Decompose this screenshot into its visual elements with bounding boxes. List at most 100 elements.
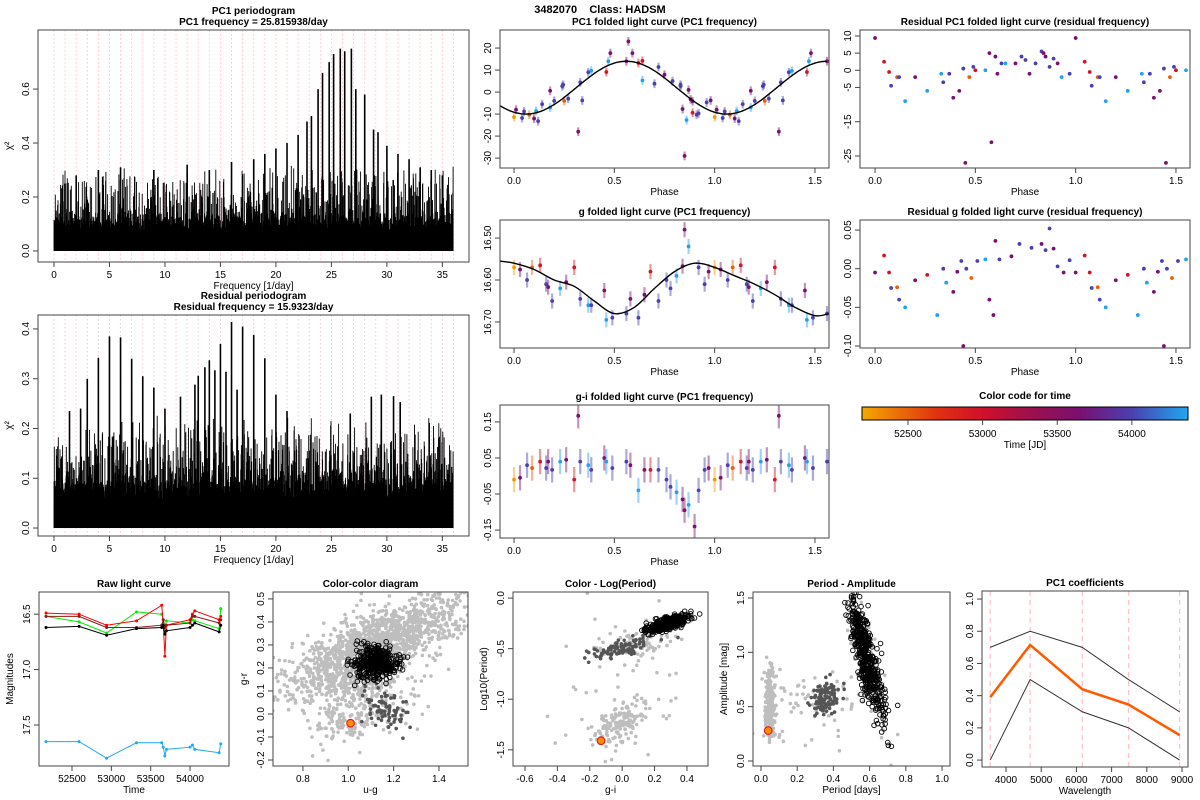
data-point (628, 296, 633, 301)
background-star-point (633, 741, 638, 745)
data-point (805, 70, 809, 74)
reference-star-point (377, 656, 383, 663)
background-star-point (305, 699, 310, 704)
panel-title: g-i folded light curve (PC1 frequency) (576, 392, 754, 403)
background-star-point (433, 611, 437, 616)
background-star-point (405, 622, 409, 626)
background-star-point (285, 689, 290, 694)
background-star-point (417, 629, 422, 634)
background-star-point (351, 698, 356, 703)
light-curve-point (190, 623, 194, 627)
target-star-marker (596, 736, 606, 746)
background-star-point (859, 600, 864, 605)
background-star-point (474, 612, 478, 616)
background-star-point (370, 632, 375, 637)
y-tick-label: 16.60 (483, 267, 494, 292)
background-star-point (439, 605, 444, 610)
background-star-point (318, 645, 323, 649)
background-star-point (427, 654, 432, 658)
background-star-point (398, 616, 403, 620)
x-tick-label: 0.0 (868, 176, 882, 187)
background-star-point (329, 689, 334, 693)
class-star-point (397, 718, 402, 722)
background-star-point (796, 703, 800, 708)
reference-star-point (688, 608, 694, 615)
background-star-point (413, 651, 418, 656)
reference-star-point (675, 618, 682, 624)
background-star-point (301, 696, 306, 701)
data-point (1041, 51, 1046, 56)
class-star-point (820, 687, 824, 692)
background-star-point (384, 625, 388, 630)
background-star-point (589, 737, 593, 742)
background-star-point (296, 665, 300, 670)
class-star-point (825, 682, 829, 686)
background-star-point (378, 609, 382, 613)
data-point (1135, 313, 1140, 317)
background-star-point (667, 713, 672, 718)
y-tick-label: -0.10 (843, 334, 854, 357)
data-point (1013, 61, 1018, 66)
background-star-point (606, 726, 611, 731)
background-star-point (409, 692, 413, 696)
background-star-point (273, 655, 276, 660)
background-star-point (453, 600, 458, 605)
background-star-point (384, 622, 388, 626)
y-tick-label: 5 (843, 50, 854, 56)
class-star-point (376, 686, 381, 690)
y-tick-label: 0.3 (21, 371, 32, 385)
reference-star-point (875, 658, 882, 664)
background-star-point (424, 645, 429, 649)
data-point (522, 109, 526, 114)
data-point (903, 305, 908, 310)
background-star-point (767, 737, 772, 742)
class-star-point (592, 652, 597, 656)
light-curve-point (190, 743, 194, 747)
reference-star-point (878, 650, 885, 657)
background-star-point (348, 635, 353, 640)
background-star-point (470, 621, 474, 625)
x-axis-label: Frequency [1/day] (213, 555, 293, 566)
background-star-point (584, 690, 589, 695)
plot-area (500, 37, 829, 161)
background-star-point (420, 643, 424, 648)
background-star-point (845, 697, 849, 701)
reference-star-point (868, 677, 874, 684)
background-star-point (405, 610, 409, 615)
background-star-point (423, 647, 427, 652)
data-point (589, 68, 594, 73)
light-curve-point (161, 745, 165, 749)
background-star-point (362, 638, 366, 642)
background-star-point (835, 679, 839, 684)
class-star-point (387, 707, 392, 712)
background-star-point (633, 704, 638, 708)
background-star-point (342, 693, 347, 698)
background-star-point (325, 672, 329, 676)
data-point (1151, 95, 1156, 100)
class-star-point (818, 693, 822, 697)
data-point (925, 272, 930, 277)
background-star-point (327, 702, 332, 707)
reference-star-point (865, 694, 872, 700)
class-star-point (583, 656, 587, 660)
x-tick-label: 9000 (1171, 775, 1194, 786)
y-tick-label: 0.6 (21, 82, 32, 96)
data-point (761, 82, 766, 87)
light-curve-point (188, 745, 192, 749)
background-star-point (485, 599, 489, 603)
x-tick-label: 5 (107, 544, 113, 555)
data-point (1017, 242, 1022, 246)
class-star-point (828, 696, 832, 701)
reference-star-point (365, 651, 371, 657)
background-star-point (335, 649, 339, 654)
x-tick-label: 0 (51, 544, 57, 555)
y-tick-label: 17.5 (22, 715, 33, 735)
light-curve-point (217, 630, 221, 634)
y-tick-label: 0.1 (21, 471, 32, 485)
background-star-point (635, 663, 639, 668)
background-star-point (437, 630, 441, 635)
data-point (913, 278, 918, 283)
light-curve-point (193, 609, 197, 613)
background-star-point (769, 700, 773, 704)
